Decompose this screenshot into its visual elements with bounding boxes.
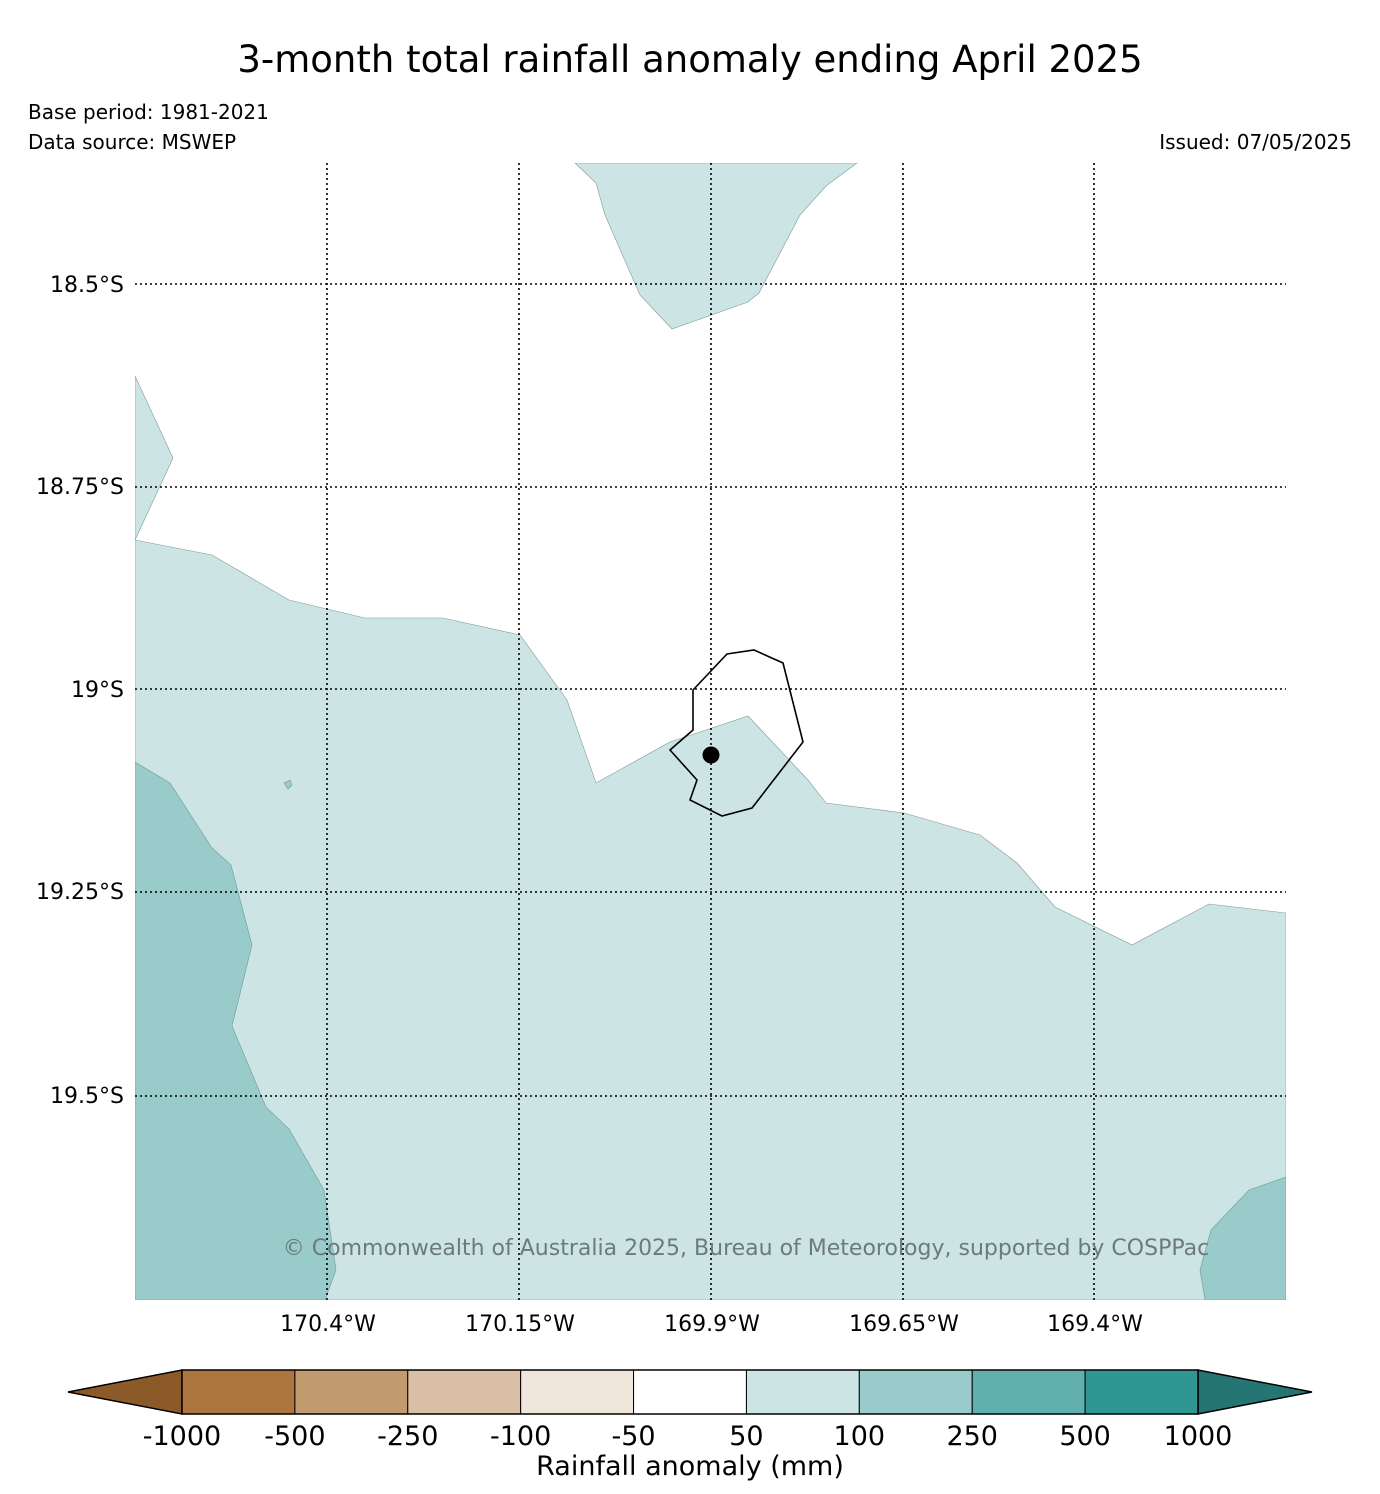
lat-label: 18.5°S <box>50 273 124 298</box>
island-outline <box>668 649 804 817</box>
anomaly-speck <box>283 779 293 790</box>
lat-label: 19°S <box>71 678 124 703</box>
colorbar-tick-label: 500 <box>1059 1421 1111 1452</box>
colorbar-segment <box>745 1369 860 1415</box>
data-source: Data source: MSWEP <box>28 130 237 154</box>
colorbar-tick-label: 100 <box>834 1421 886 1452</box>
lat-label: 18.75°S <box>36 475 124 500</box>
colorbar-tick-label: 1000 <box>1164 1421 1233 1452</box>
colorbar-tick-label: -500 <box>264 1421 325 1452</box>
lon-label: 169.9°W <box>664 1312 760 1337</box>
lon-labels: 170.4°W 170.15°W 169.9°W 169.65°W 169.4°… <box>280 1312 1143 1337</box>
map-area: © Commonwealth of Australia 2025, Bureau… <box>135 163 1286 1300</box>
colorbar-segment <box>971 1369 1086 1415</box>
anomaly-region-50-100-north <box>574 163 858 330</box>
lon-label: 169.65°W <box>849 1312 959 1337</box>
issued-date: Issued: 07/05/2025 <box>1159 130 1352 154</box>
colorbar-segment <box>1084 1369 1199 1415</box>
base-period: Base period: 1981-2021 <box>28 100 269 124</box>
colorbar-segment <box>407 1369 522 1415</box>
colorbar-tick-label: -250 <box>377 1421 438 1452</box>
graticule <box>135 163 1286 1300</box>
colorbar-tick-label: -50 <box>612 1421 656 1452</box>
colorbar: -1000 -500 -250 -100 -50 50 100 250 500 1000 <box>67 1369 1313 1452</box>
colorbar-segment <box>181 1369 296 1415</box>
colorbar-tick-label: 50 <box>729 1421 763 1452</box>
colorbar-tick-label: 250 <box>946 1421 998 1452</box>
copyright-text: © Commonwealth of Australia 2025, Bureau… <box>283 1236 1209 1261</box>
lat-label: 19.25°S <box>36 880 124 905</box>
anomaly-region-50-100-west <box>135 375 174 541</box>
chart-title: 3-month total rainfall anomaly ending Ap… <box>237 38 1143 81</box>
colorbar-segment <box>858 1369 973 1415</box>
lon-label: 170.4°W <box>280 1312 376 1337</box>
colorbar-segment <box>294 1369 409 1415</box>
colorbar-segment <box>633 1369 747 1415</box>
lon-label: 170.15°W <box>465 1312 575 1337</box>
lon-label: 169.4°W <box>1047 1312 1143 1337</box>
colorbar-extend-high <box>1197 1369 1313 1415</box>
colorbar-extend-low <box>67 1369 183 1415</box>
anomaly-region-100-250-west <box>135 761 337 1300</box>
anomaly-region-100-250-east <box>1199 1176 1286 1300</box>
colorbar-segment <box>520 1369 635 1415</box>
lat-labels: 18.5°S 18.75°S 19°S 19.25°S 19.5°S <box>36 273 124 1109</box>
location-marker <box>702 746 720 764</box>
colorbar-label: Rainfall anomaly (mm) <box>536 1451 844 1482</box>
colorbar-tick-label: -100 <box>490 1421 551 1452</box>
colorbar-outline <box>181 1369 1199 1415</box>
colorbar-tick-label: -1000 <box>143 1421 221 1452</box>
lat-label: 19.5°S <box>50 1084 124 1109</box>
